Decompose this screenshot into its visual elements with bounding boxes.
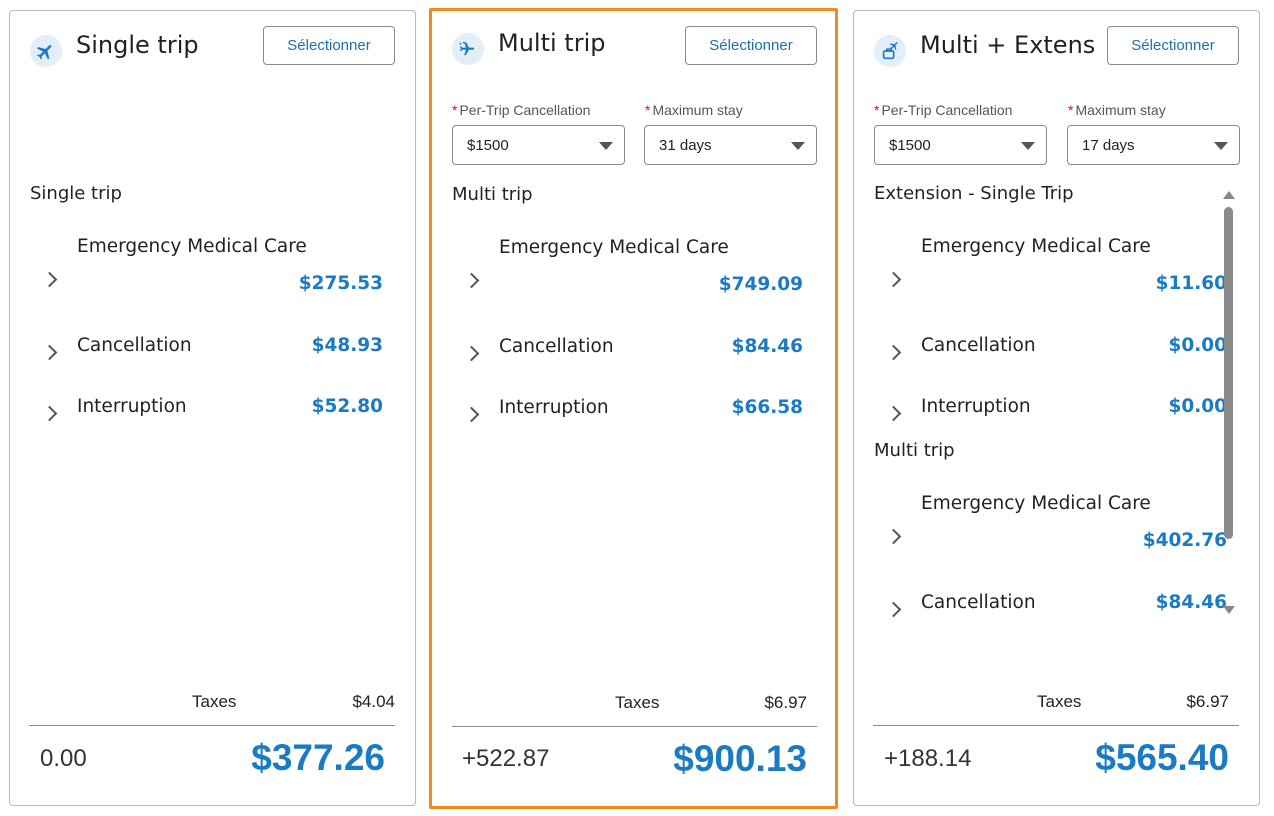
- price-difference: +522.87: [462, 745, 550, 772]
- chevron-right-icon[interactable]: [885, 271, 902, 288]
- coverage-row-emergency-medical[interactable]: Emergency Medical Care $11.60: [874, 236, 1227, 294]
- coverage-name: Emergency Medical Care: [921, 493, 1151, 514]
- coverage-scroll-area[interactable]: Extension - Single Trip Emergency Medica…: [854, 181, 1259, 619]
- suitcase-plane-icon: [874, 35, 906, 67]
- chevron-right-icon[interactable]: [885, 405, 902, 422]
- coverage-name: Interruption: [499, 397, 609, 418]
- coverage-name: Interruption: [77, 396, 187, 417]
- caret-down-icon: [1214, 142, 1228, 150]
- total-price: $565.40: [1095, 737, 1229, 778]
- coverage-price: $275.53: [298, 273, 383, 294]
- coverage-price: $66.58: [731, 397, 803, 418]
- price-difference: +188.14: [884, 745, 972, 772]
- coverage-name: Cancellation: [921, 335, 1036, 356]
- section-label: Multi trip: [874, 440, 955, 461]
- taxes-label: Taxes: [192, 692, 237, 711]
- total-price: $900.13: [673, 738, 807, 779]
- section-label: Single trip: [30, 183, 122, 204]
- coverage-row-interruption[interactable]: Interruption $52.80: [30, 396, 383, 436]
- coverage-price: $749.09: [718, 274, 803, 295]
- coverage-name: Emergency Medical Care: [499, 237, 729, 258]
- select-button[interactable]: Sélectionner: [685, 26, 817, 65]
- caret-down-icon: [791, 142, 805, 150]
- chevron-right-icon[interactable]: [41, 271, 58, 288]
- select-value: 17 days: [1082, 136, 1135, 154]
- select-value: $1500: [889, 136, 931, 154]
- total-price: $377.26: [251, 737, 385, 778]
- select-value: 31 days: [659, 136, 712, 154]
- coverage-price: $0.00: [1168, 335, 1227, 356]
- divider: [452, 726, 817, 727]
- taxes-label: Taxes: [1037, 692, 1082, 711]
- chevron-right-icon[interactable]: [41, 344, 58, 361]
- coverage-name: Cancellation: [921, 592, 1036, 613]
- coverage-name: Cancellation: [77, 335, 192, 356]
- divider: [873, 725, 1239, 726]
- chevron-right-icon[interactable]: [463, 345, 480, 362]
- select-value: $1500: [467, 136, 509, 154]
- plane-icon: [30, 35, 62, 67]
- coverage-row-interruption[interactable]: Interruption $0.00: [874, 396, 1227, 436]
- chevron-right-icon[interactable]: [463, 406, 480, 423]
- plan-card-multi-extension: Multi + Extens Sélectionner * Per-Trip Ca…: [853, 10, 1260, 806]
- coverage-price: $402.76: [1142, 530, 1227, 551]
- caret-down-icon: [1021, 142, 1035, 150]
- coverage-row-emergency-medical[interactable]: Emergency Medical Care $275.53: [30, 236, 383, 294]
- card-title: Single trip: [76, 31, 199, 59]
- coverage-price: $48.93: [311, 335, 383, 356]
- coverage-row-cancellation[interactable]: Cancellation $84.46: [452, 336, 803, 376]
- maximum-stay-label: * Maximum stay: [1068, 102, 1166, 118]
- coverage-name: Emergency Medical Care: [921, 236, 1151, 257]
- section-label: Extension - Single Trip: [874, 183, 1074, 204]
- price-difference: 0.00: [40, 745, 87, 772]
- per-trip-cancellation-label: * Per-Trip Cancellation: [452, 102, 591, 118]
- chevron-right-icon[interactable]: [41, 405, 58, 422]
- taxes-value: $6.97: [764, 693, 807, 712]
- maximum-stay-select[interactable]: 17 days: [1067, 125, 1240, 165]
- coverage-name: Cancellation: [499, 336, 614, 357]
- per-trip-cancellation-label: * Per-Trip Cancellation: [874, 102, 1013, 118]
- coverage-row-cancellation[interactable]: Cancellation $84.46: [874, 592, 1227, 619]
- coverage-price: $52.80: [311, 396, 383, 417]
- per-trip-cancellation-select[interactable]: $1500: [874, 125, 1047, 165]
- multi-plane-icon: [452, 33, 484, 65]
- taxes-value: $6.97: [1186, 692, 1229, 711]
- coverage-price: $0.00: [1168, 396, 1227, 417]
- coverage-row-cancellation[interactable]: Cancellation $48.93: [30, 335, 383, 375]
- taxes-value: $4.04: [352, 692, 395, 711]
- taxes-label: Taxes: [615, 693, 660, 712]
- maximum-stay-select[interactable]: 31 days: [644, 125, 817, 165]
- coverage-name: Interruption: [921, 396, 1031, 417]
- divider: [29, 725, 395, 726]
- card-title: Multi + Extens: [920, 31, 1096, 59]
- chevron-right-icon[interactable]: [463, 272, 480, 289]
- select-button[interactable]: Sélectionner: [263, 26, 395, 65]
- chevron-right-icon[interactable]: [885, 601, 902, 618]
- plan-card-multi-trip: Multi trip Sélectionner * Per-Trip Cancel…: [429, 8, 838, 809]
- coverage-row-interruption[interactable]: Interruption $66.58: [452, 397, 803, 437]
- per-trip-cancellation-select[interactable]: $1500: [452, 125, 625, 165]
- select-button[interactable]: Sélectionner: [1107, 26, 1239, 65]
- caret-down-icon: [599, 142, 613, 150]
- coverage-price: $84.46: [1155, 592, 1227, 613]
- coverage-price: $11.60: [1155, 273, 1227, 294]
- plan-card-single-trip: Single trip Sélectionner Single trip Eme…: [9, 10, 416, 806]
- coverage-name: Emergency Medical Care: [77, 236, 307, 257]
- section-label: Multi trip: [452, 184, 533, 205]
- chevron-right-icon[interactable]: [885, 528, 902, 545]
- maximum-stay-label: * Maximum stay: [645, 102, 743, 118]
- scroll-up-arrow[interactable]: [1223, 191, 1235, 199]
- card-title: Multi trip: [498, 29, 606, 57]
- scrollbar-thumb[interactable]: [1224, 207, 1233, 539]
- chevron-right-icon[interactable]: [885, 344, 902, 361]
- coverage-row-emergency-medical[interactable]: Emergency Medical Care $402.76: [874, 493, 1227, 551]
- coverage-row-cancellation[interactable]: Cancellation $0.00: [874, 335, 1227, 375]
- coverage-row-emergency-medical[interactable]: Emergency Medical Care $749.09: [452, 237, 803, 295]
- scroll-down-arrow[interactable]: [1223, 606, 1235, 614]
- coverage-price: $84.46: [731, 336, 803, 357]
